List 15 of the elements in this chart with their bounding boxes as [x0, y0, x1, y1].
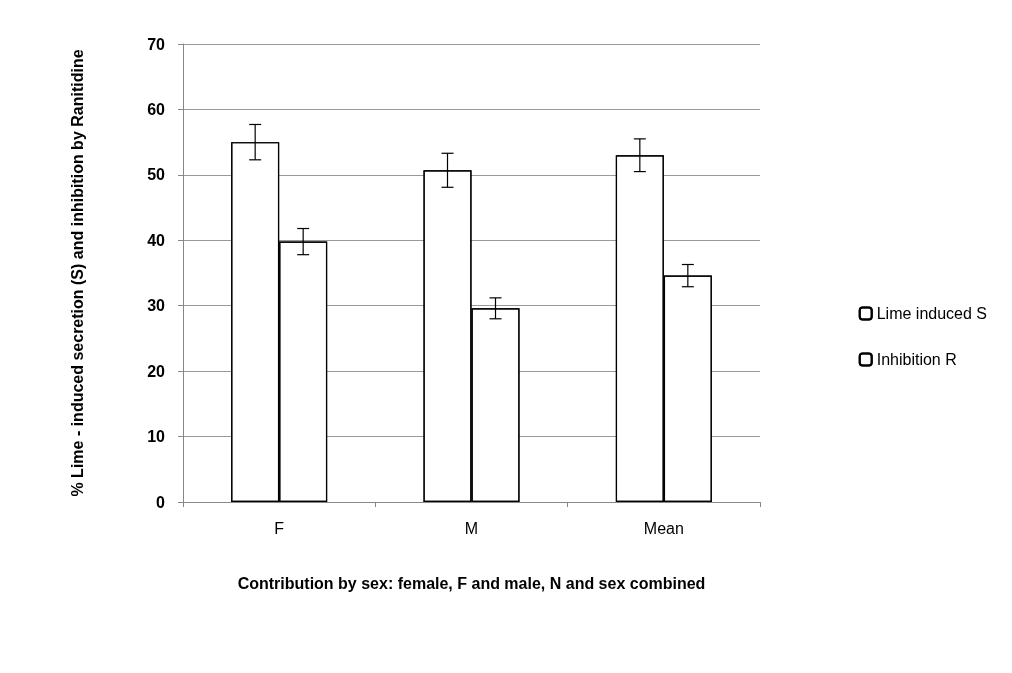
- y-tick-label: 50: [147, 166, 166, 184]
- legend-label: Inhibition R: [876, 351, 957, 368]
- y-tick-label: 70: [147, 35, 166, 53]
- y-tick-label: 60: [147, 100, 166, 118]
- x-tick-label: Mean: [643, 519, 684, 537]
- x-tick-label: F: [274, 519, 285, 537]
- y-axis-title: % Lime - induced secretion (S) and inhibition by Ranitidine: [68, 49, 86, 497]
- x-axis-title: Contribution by sex: female, F and male, N and sex combined: [237, 574, 706, 592]
- y-tick-label: 20: [147, 362, 166, 380]
- y-tick-label: 30: [147, 297, 166, 315]
- y-tick-label: 0: [156, 493, 166, 511]
- x-tick-label: M: [464, 519, 479, 537]
- legend-label: Lime induced S: [876, 305, 988, 322]
- y-tick-label: 40: [147, 231, 166, 249]
- y-tick-label: 10: [147, 428, 166, 446]
